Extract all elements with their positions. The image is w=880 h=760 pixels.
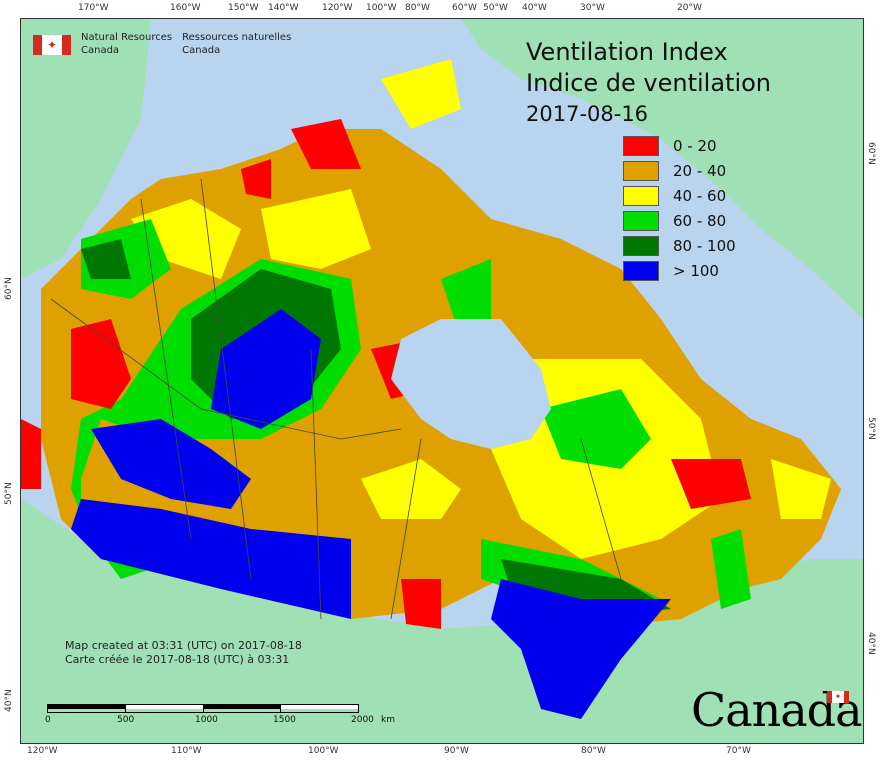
bottom-tick: 110°W [171,746,202,756]
left-tick: 60°N [4,277,14,300]
right-tick: 50°N [866,417,876,440]
agency-fr-line1: Ressources naturelles [182,32,292,43]
legend-swatch [623,235,659,256]
scale-label: 2000 [351,715,374,725]
top-tick: 50°W [483,3,508,13]
scale-label: 500 [117,715,135,725]
top-tick: 30°W [580,3,605,13]
scale-unit: km [381,715,395,725]
map-title: Ventilation Index Indice de ventilation … [526,37,771,130]
agency-en-line2: Canada [81,45,120,56]
usa-land [21,499,863,743]
legend: 0 - 20 20 - 40 40 - 60 60 - 80 80 - 100 > 100 [623,133,736,283]
top-tick: 120°W [322,3,353,13]
legend-swatch [623,210,659,231]
zone-0-20 [671,459,751,509]
map-footer: Map created at 03:31 (UTC) on 2017-08-18… [65,639,302,667]
zone-0-20 [71,319,131,409]
legend-label: 80 - 100 [673,236,736,255]
top-tick: 150°W [228,3,259,13]
footer-en: Map created at 03:31 (UTC) on 2017-08-18 [65,639,302,652]
title-en: Ventilation Index [526,38,728,66]
zone-40-60 [381,59,461,129]
top-tick: 100°W [366,3,397,13]
legend-item: 0 - 20 [623,133,736,158]
legend-item: 60 - 80 [623,208,736,233]
legend-swatch [623,185,659,206]
scale-label: 1000 [195,715,218,725]
agency-fr-line2: Canada [182,45,221,56]
legend-label: 0 - 20 [673,136,717,155]
alaska-land [21,19,151,279]
top-tick: 160°W [170,3,201,13]
zone-60-80 [541,389,651,469]
legend-swatch [623,135,659,156]
left-tick: 50°N [4,482,14,505]
scale-bar: 0 500 1000 1500 2000 km [45,704,395,725]
zone-40-60 [131,199,241,279]
zone-0-20 [291,119,361,169]
scale-label: 1500 [273,715,296,725]
legend-item: > 100 [623,258,736,283]
zone-0-20 [241,159,271,199]
zone-40-60 [771,459,831,519]
hudson-bay [391,319,551,449]
title-fr: Indice de ventilation [526,69,772,97]
top-tick: 140°W [268,3,299,13]
nrcan-signature: ✦ Natural Resources Canada Ressources na… [33,31,291,57]
zone-80-100 [81,239,131,279]
scale-label: 0 [45,715,51,725]
top-tick: 80°W [405,3,430,13]
canada-flag-icon: ✦ [33,35,71,55]
legend-label: 40 - 60 [673,186,727,205]
legend-swatch [623,160,659,181]
legend-label: 60 - 80 [673,211,727,230]
zone-over-100 [491,579,671,719]
zone-0-20 [21,419,41,489]
zone-60-80 [711,529,751,609]
zone-0-20 [401,579,441,629]
map-frame: ✦ Natural Resources Canada Ressources na… [20,18,864,744]
legend-swatch [623,260,659,281]
bottom-tick: 70°W [726,746,751,756]
top-tick: 20°W [677,3,702,13]
bottom-tick: 80°W [581,746,606,756]
footer-fr: Carte créée le 2017-08-18 (UTC) à 03:31 [65,653,290,666]
zone-40-60 [261,189,371,269]
ventilation-map[interactable] [21,19,863,743]
right-tick: 40°N [866,632,876,655]
bottom-tick: 120°W [27,746,58,756]
top-tick: 40°W [522,3,547,13]
greenland-land [461,19,863,319]
zone-over-100 [211,309,321,429]
zone-over-100 [91,419,251,509]
top-tick: 60°W [452,3,477,13]
zone-over-100 [71,499,351,619]
legend-item: 40 - 60 [623,183,736,208]
legend-label: > 100 [673,261,719,280]
bottom-tick: 100°W [308,746,339,756]
agency-en-line1: Natural Resources [81,32,173,43]
legend-label: 20 - 40 [673,161,727,180]
right-tick: 60°N [866,142,876,165]
bottom-tick: 90°W [444,746,469,756]
zone-40-60 [361,459,461,519]
wordmark-flag-icon: ✦ [827,691,849,703]
legend-item: 80 - 100 [623,233,736,258]
title-date: 2017-08-16 [526,102,649,126]
top-tick: 170°W [78,3,109,13]
left-tick: 40°N [4,689,14,712]
legend-item: 20 - 40 [623,158,736,183]
